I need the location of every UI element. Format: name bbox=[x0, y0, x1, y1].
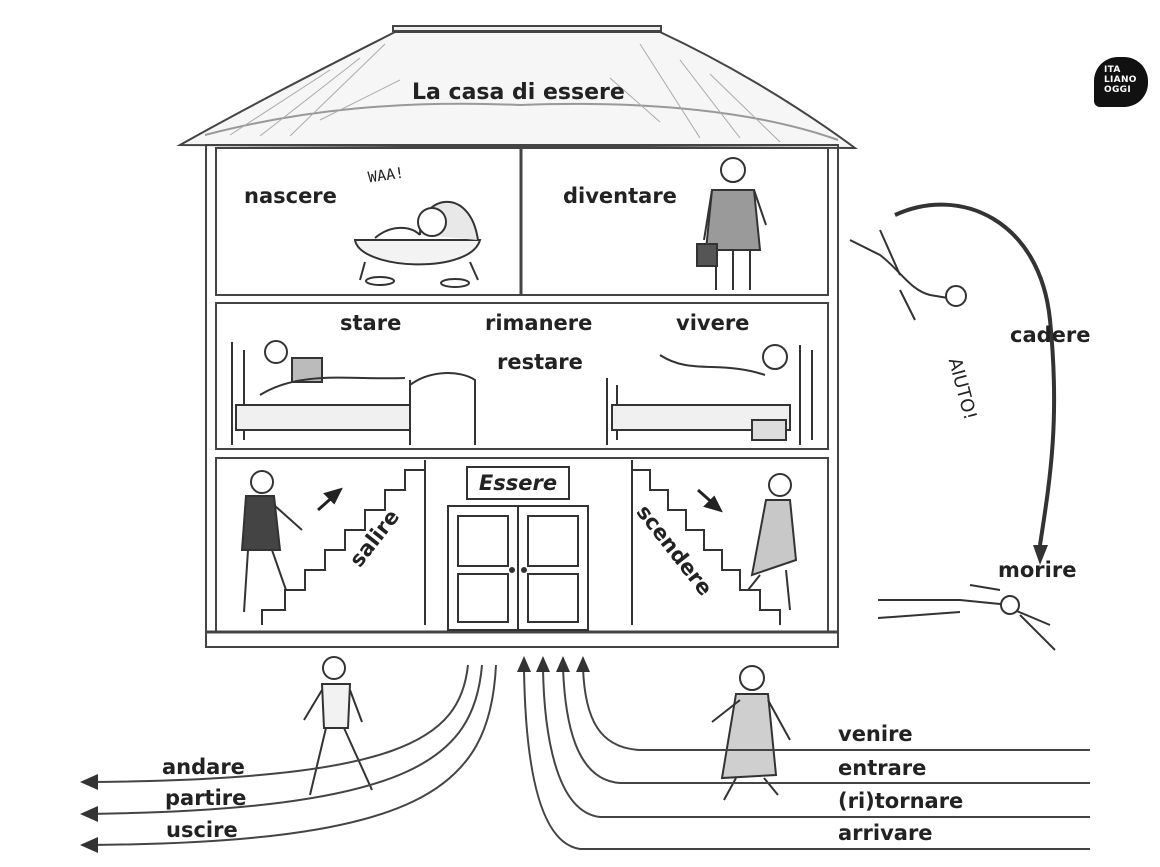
verb-entrare: entrare bbox=[838, 756, 927, 780]
verb-venire: venire bbox=[838, 722, 913, 746]
verb-cadere: cadere bbox=[1010, 323, 1091, 347]
down-arrow bbox=[697, 488, 723, 513]
verb-rimanere: rimanere bbox=[485, 311, 593, 335]
stairs-down bbox=[631, 460, 781, 625]
verb-morire: morire bbox=[998, 558, 1077, 582]
roof bbox=[176, 25, 859, 150]
falling-arrow bbox=[894, 202, 1057, 546]
woman-arriving-drawing bbox=[711, 665, 791, 801]
businessman-drawing bbox=[696, 157, 767, 290]
bed-reading-drawing bbox=[231, 340, 476, 445]
house-walls bbox=[205, 144, 839, 648]
verb-nascere: nascere bbox=[244, 184, 337, 208]
verb-stare: stare bbox=[340, 311, 402, 335]
bed-relaxing-drawing bbox=[606, 344, 813, 445]
stairs-up bbox=[261, 460, 426, 625]
woman-descending-drawing bbox=[747, 473, 798, 611]
verb-restare: restare bbox=[497, 350, 583, 374]
front-door bbox=[447, 505, 589, 631]
house-title: La casa di essere bbox=[412, 80, 625, 105]
man-climbing-drawing bbox=[240, 470, 303, 613]
italiano-oggi-logo: ITA LIANO OGGI bbox=[1094, 57, 1148, 107]
falling-man-drawing bbox=[849, 229, 967, 321]
baby-crib-drawing bbox=[353, 200, 482, 288]
lying-man-drawing bbox=[877, 584, 1056, 651]
verb-ritornare: (ri)tornare bbox=[838, 789, 964, 813]
incoming-arrows bbox=[523, 667, 1090, 850]
verb-partire: partire bbox=[165, 786, 247, 810]
up-arrow bbox=[317, 487, 343, 512]
outgoing-arrows bbox=[84, 664, 497, 846]
door-sign: Essere bbox=[466, 466, 570, 500]
man-leaving-drawing bbox=[303, 656, 373, 796]
verb-andare: andare bbox=[162, 755, 245, 779]
verb-vivere: vivere bbox=[676, 311, 750, 335]
outgoing-arrow-heads bbox=[80, 774, 98, 853]
incoming-arrow-heads bbox=[517, 656, 590, 672]
verb-diventare: diventare bbox=[563, 184, 677, 208]
falling-arrow-head bbox=[1033, 545, 1048, 565]
verb-uscire: uscire bbox=[166, 818, 238, 842]
verb-arrivare: arrivare bbox=[838, 821, 933, 845]
